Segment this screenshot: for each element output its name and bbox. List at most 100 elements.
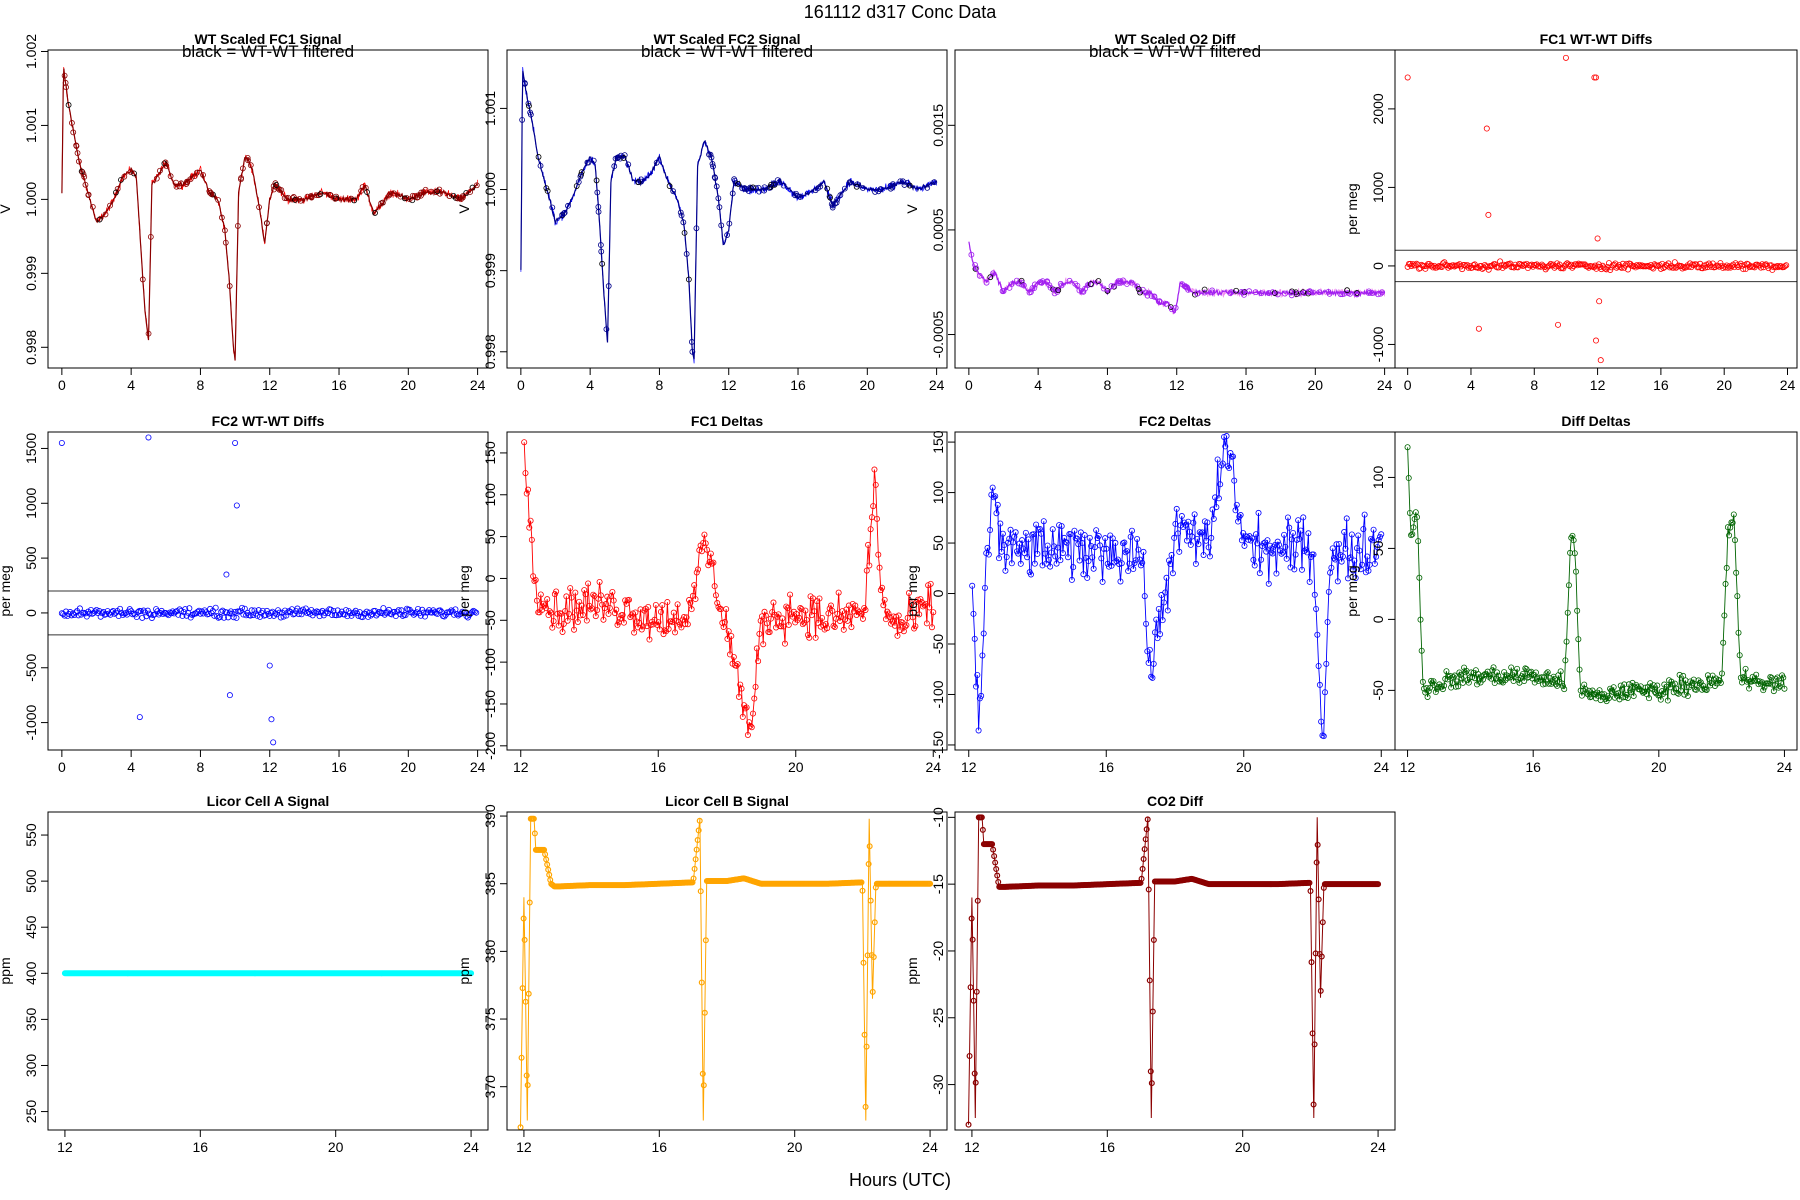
plot-area — [965, 814, 1382, 1128]
x-tick-label: 24 — [929, 377, 945, 393]
diff-outlier-point — [1404, 74, 1411, 81]
delta-point — [1442, 675, 1449, 682]
delta-point — [905, 590, 912, 597]
delta-point — [1089, 554, 1096, 561]
diff-point — [233, 614, 240, 621]
delta-point — [870, 503, 877, 510]
signal-point — [872, 188, 878, 195]
x-tick-label: 0 — [58, 377, 66, 393]
signal-point — [1058, 282, 1065, 289]
y-tick-label: 0 — [23, 609, 39, 617]
diff-outlier-point — [1591, 74, 1598, 81]
signal-point — [1288, 292, 1295, 299]
signal-point — [458, 196, 464, 203]
x-tick-label: 24 — [463, 1139, 479, 1155]
delta-point — [1025, 536, 1032, 543]
diff-point — [1738, 262, 1745, 269]
diff-point — [415, 605, 422, 612]
delta-point — [993, 510, 1000, 517]
diff-outlier-point — [1483, 125, 1490, 132]
x-tick-label: 12 — [1590, 377, 1606, 393]
delta-point — [1274, 538, 1281, 545]
signal-point — [841, 185, 848, 192]
delta-point — [1726, 532, 1733, 539]
delta-point — [811, 608, 818, 615]
y-tick-label: 375 — [482, 1007, 498, 1031]
delta-point — [674, 601, 681, 608]
delta-point — [1297, 527, 1304, 534]
delta-point — [1024, 554, 1031, 561]
delta-point — [578, 602, 585, 609]
x-tick-label: 0 — [965, 377, 973, 393]
delta-point — [686, 597, 693, 604]
diff-outlier-point — [270, 739, 277, 746]
delta-point — [1010, 539, 1017, 546]
delta-point — [1084, 574, 1091, 581]
delta-point — [1071, 527, 1078, 534]
delta-point — [1117, 578, 1124, 585]
delta-point — [1127, 533, 1134, 540]
signal-point — [862, 1103, 869, 1110]
y-tick-label: 0 — [930, 589, 946, 597]
delta-point — [847, 613, 854, 620]
delta-point — [1563, 638, 1570, 645]
signal-point — [1337, 291, 1344, 298]
signal-point — [731, 177, 738, 184]
diff-point — [147, 611, 154, 618]
delta-point — [1416, 574, 1423, 581]
delta-point — [1742, 665, 1749, 672]
y-axis-label: V — [904, 204, 920, 214]
delta-point — [891, 622, 898, 629]
signal-point — [871, 919, 878, 926]
delta-point — [1724, 524, 1731, 531]
delta-point — [806, 634, 813, 641]
signal-point — [414, 194, 421, 201]
delta-point — [1490, 664, 1497, 671]
y-tick-label: -50 — [1370, 680, 1386, 700]
delta-point — [1567, 549, 1574, 556]
delta-point — [1770, 688, 1777, 695]
signal-point — [247, 162, 254, 169]
delta-point — [1459, 679, 1466, 686]
delta-point — [1038, 530, 1045, 537]
diff-point — [137, 608, 144, 615]
delta-point — [659, 602, 666, 609]
diff-outlier-point — [268, 716, 275, 723]
delta-point — [546, 608, 553, 615]
signal-point — [521, 80, 528, 86]
delta-point — [1572, 568, 1579, 575]
signal-point — [927, 880, 934, 887]
delta-point — [531, 577, 538, 584]
delta-point — [1109, 535, 1116, 542]
diff-point — [437, 607, 444, 614]
delta-point — [1155, 605, 1162, 612]
signal-point — [698, 979, 705, 986]
delta-point — [881, 596, 888, 603]
plot-frame — [1394, 431, 1798, 751]
delta-point — [1163, 574, 1170, 581]
delta-point — [600, 616, 607, 623]
delta-point — [1618, 686, 1625, 693]
signal-point — [436, 186, 443, 193]
delta-point — [1203, 537, 1210, 544]
delta-point — [1657, 696, 1664, 703]
diff-point — [232, 608, 239, 615]
signal-point — [685, 276, 692, 283]
delta-point — [1270, 543, 1277, 550]
signal-point — [860, 959, 867, 966]
delta-point — [1658, 688, 1665, 695]
signal-point — [468, 970, 475, 977]
signal-point — [519, 116, 526, 123]
delta-point — [1027, 571, 1034, 578]
signal-point — [1028, 289, 1034, 295]
delta-point — [1717, 679, 1724, 686]
y-tick-label: 385 — [482, 872, 498, 896]
x-tick-label: 20 — [1235, 1139, 1251, 1155]
delta-point — [1341, 529, 1348, 536]
signal-point — [978, 814, 985, 821]
delta-point — [1339, 553, 1346, 560]
delta-point — [799, 621, 806, 628]
delta-point — [1767, 673, 1774, 680]
signal-point — [594, 189, 601, 196]
diff-point — [146, 610, 153, 617]
